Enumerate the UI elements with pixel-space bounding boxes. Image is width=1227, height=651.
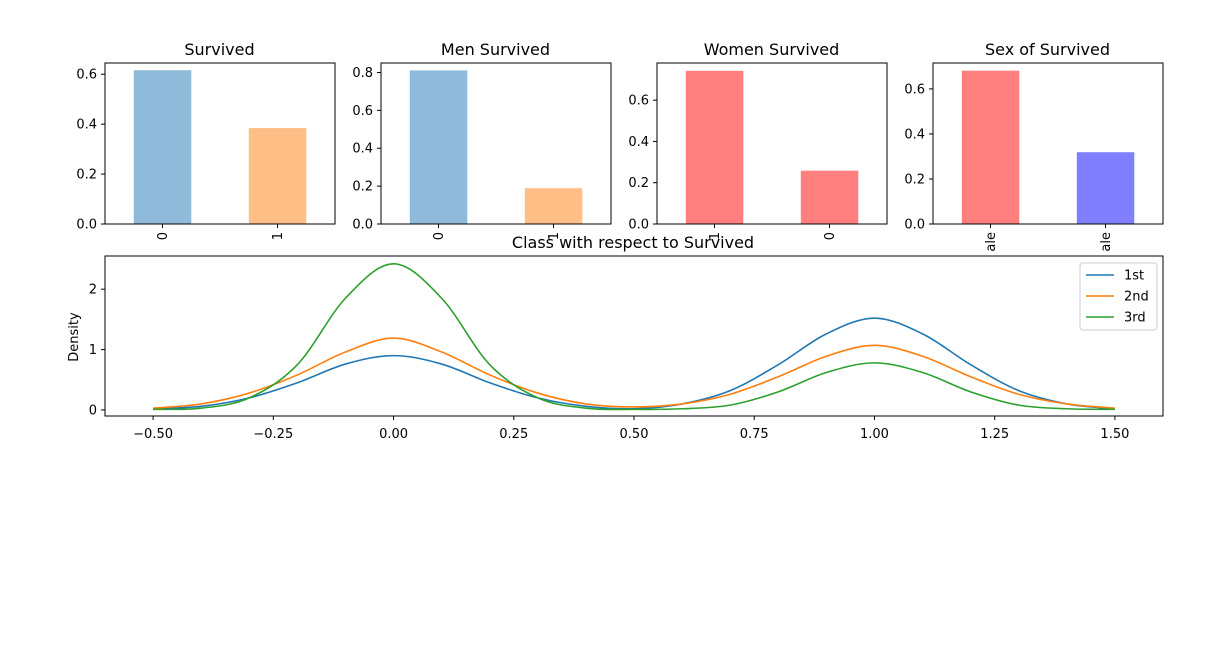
density-xtick-label: 0.75 — [740, 427, 769, 442]
women-survived-bar — [685, 70, 744, 224]
density-xtick-label: 1.25 — [980, 427, 1009, 442]
men-survived-chart-title: Men Survived — [441, 40, 550, 59]
legend-label-2nd: 2nd — [1124, 290, 1149, 305]
women-survived-ytick-label: 0.0 — [628, 218, 649, 233]
men-survived-bar — [524, 188, 583, 224]
density-xtick-label: 0.50 — [620, 427, 649, 442]
women-survived-axes-frame — [656, 62, 888, 225]
density-ytick-label: 2 — [89, 283, 97, 298]
density-line-3rd — [153, 263, 1115, 411]
survived-xtick-label: 0 — [156, 232, 171, 240]
women-survived-ytick-label: 0.6 — [628, 94, 649, 109]
women-survived-ytick-label: 0.2 — [628, 176, 649, 191]
survived-ytick-label: 0.4 — [76, 118, 97, 133]
survived-axes-frame — [104, 62, 336, 225]
class-density-chart: Class with respect to Survived Density −… — [67, 233, 1164, 442]
survived-ytick-label: 0.6 — [76, 68, 97, 83]
men-survived-bar-chart: Men Survived 0.0 0.2 0.4 0.6 0.8 0 1 — [352, 40, 612, 240]
class-density-chart-title: Class with respect to Survived — [512, 233, 754, 252]
survived-ytick-label: 0.2 — [76, 168, 97, 183]
men-survived-xtick-label: 0 — [432, 232, 447, 240]
men-survived-ytick-label: 0.6 — [352, 104, 373, 119]
survived-xtick-label: 1 — [271, 232, 286, 240]
men-survived-axes-frame — [380, 62, 612, 225]
density-axis-label: Density — [67, 312, 82, 362]
men-survived-ytick-label: 0.8 — [352, 66, 373, 81]
survived-ytick-label: 0.0 — [76, 218, 97, 233]
women-survived-bar-chart: Women Survived 0.0 0.2 0.4 0.6 1 0 — [628, 40, 888, 240]
density-line-2nd — [153, 337, 1115, 409]
sex-of-survived-ytick-label: 0.2 — [904, 172, 925, 187]
density-xtick-label: 0.00 — [379, 427, 408, 442]
women-survived-ytick-label: 0.4 — [628, 135, 649, 150]
survived-bar-chart: Survived 0.0 0.2 0.4 0.6 0 1 — [76, 40, 336, 240]
density-ytick-label: 1 — [89, 343, 97, 358]
sex-of-survived-bar — [1076, 152, 1135, 224]
survived-bar — [133, 70, 192, 224]
women-survived-bar — [800, 170, 859, 224]
women-survived-chart-title: Women Survived — [704, 40, 840, 59]
sex-of-survived-chart-title: Sex of Survived — [985, 40, 1110, 59]
density-xtick-label: 1.50 — [1100, 427, 1129, 442]
density-xtick-label: 1.00 — [860, 427, 889, 442]
sex-of-survived-axes-frame — [932, 62, 1164, 225]
sex-of-survived-ytick-label: 0.4 — [904, 127, 925, 142]
survived-chart-title: Survived — [184, 40, 254, 59]
sex-of-survived-bar — [961, 70, 1020, 224]
sex-of-survived-xtick-label: ale — [984, 232, 999, 252]
density-legend-box — [1079, 262, 1158, 331]
legend-label-3rd: 3rd — [1124, 311, 1146, 326]
sex-of-survived-ytick-label: 0.6 — [904, 82, 925, 97]
survived-bar — [248, 128, 307, 224]
density-xtick-label: 0.25 — [499, 427, 528, 442]
men-survived-ytick-label: 0.2 — [352, 180, 373, 195]
sex-of-survived-bar-chart: Sex of Survived 0.0 0.2 0.4 0.6 ale ale — [904, 40, 1164, 252]
density-xtick-label: −0.50 — [133, 427, 173, 442]
sex-of-survived-ytick-label: 0.0 — [904, 218, 925, 233]
women-survived-xtick-label: 1 — [708, 232, 723, 240]
sex-of-survived-xtick-label: ale — [1099, 232, 1114, 252]
men-survived-bar — [409, 70, 468, 225]
men-survived-xtick-label: 1 — [547, 232, 562, 240]
men-survived-ytick-label: 0.0 — [352, 218, 373, 233]
women-survived-xtick-label: 0 — [823, 232, 838, 240]
legend-label-1st: 1st — [1124, 269, 1144, 284]
density-xtick-label: −0.25 — [253, 427, 293, 442]
men-survived-ytick-label: 0.4 — [352, 142, 373, 157]
density-ytick-label: 0 — [89, 403, 97, 418]
